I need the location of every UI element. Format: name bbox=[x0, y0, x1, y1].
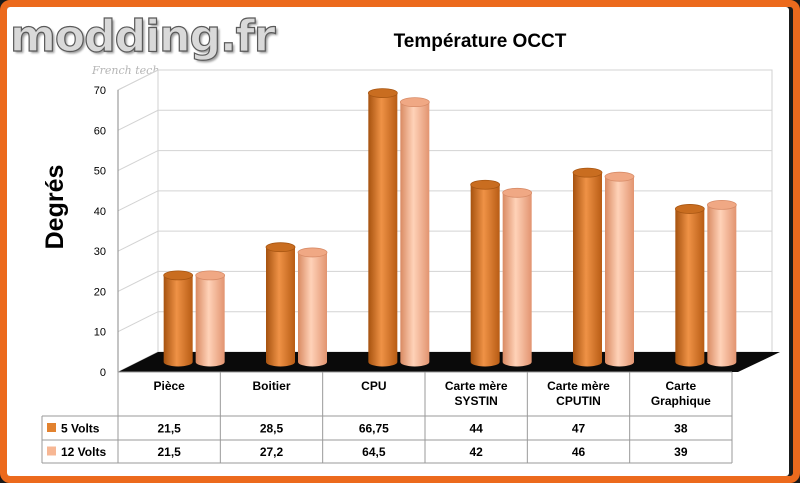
data-label: 27,2 bbox=[260, 445, 284, 459]
bar-body bbox=[573, 172, 602, 367]
y-tick-label: 0 bbox=[100, 367, 106, 379]
bar-body bbox=[675, 208, 705, 367]
y-tick-label: 20 bbox=[94, 286, 106, 298]
data-label: 44 bbox=[469, 422, 483, 436]
data-label: 66,75 bbox=[359, 422, 389, 436]
gridline bbox=[117, 270, 772, 292]
bar-body bbox=[195, 275, 225, 367]
bar-top bbox=[604, 171, 635, 182]
y-tick-label: 70 bbox=[94, 85, 106, 97]
bar bbox=[572, 167, 603, 367]
bar bbox=[502, 187, 533, 367]
x-category-label: Boitier bbox=[252, 379, 290, 393]
data-label: 21,5 bbox=[157, 445, 181, 459]
legend-label: 12 Volts bbox=[61, 445, 106, 459]
chart-title: Température OCCT bbox=[394, 31, 567, 52]
data-label: 39 bbox=[674, 445, 688, 459]
x-category-label: Carte mère SYSTIN bbox=[445, 379, 508, 408]
legend-swatch bbox=[47, 446, 56, 456]
bar-top bbox=[163, 270, 194, 281]
bar-top bbox=[297, 247, 328, 258]
legend-label: 5 Volts bbox=[61, 422, 100, 436]
bar-body bbox=[368, 93, 398, 367]
bar-top bbox=[265, 242, 296, 253]
x-category-label: Carte Graphique bbox=[651, 379, 711, 408]
bar-body bbox=[470, 184, 500, 367]
bar-body bbox=[266, 247, 295, 367]
y-tick-label: 50 bbox=[94, 166, 106, 178]
gridline bbox=[117, 109, 772, 131]
bar bbox=[163, 270, 194, 367]
bar bbox=[367, 88, 398, 367]
category-label-line: CPUTIN bbox=[556, 394, 601, 408]
y-axis-label: Degrés bbox=[41, 165, 69, 250]
gridline bbox=[117, 69, 772, 91]
legend-swatch bbox=[47, 423, 56, 432]
category-label-line: Graphique bbox=[651, 394, 711, 408]
y-tick-label: 60 bbox=[94, 125, 106, 137]
y-tick-label: 30 bbox=[94, 246, 106, 258]
gridline bbox=[117, 150, 772, 172]
gridline bbox=[117, 230, 772, 252]
category-label-line: Carte bbox=[665, 379, 696, 393]
bar-top bbox=[502, 187, 533, 198]
data-label: 47 bbox=[572, 422, 586, 436]
y-tick-label: 10 bbox=[94, 327, 106, 339]
bar-body bbox=[163, 275, 193, 367]
bar bbox=[399, 97, 430, 367]
category-label-line: CPU bbox=[361, 379, 386, 393]
bar-body bbox=[298, 252, 327, 367]
data-label: 42 bbox=[469, 445, 483, 459]
bar bbox=[674, 204, 705, 367]
site-logo: modding.fr bbox=[9, 11, 276, 62]
bar bbox=[604, 171, 635, 367]
category-label-line: Carte mère bbox=[445, 379, 508, 393]
gridline bbox=[117, 311, 772, 333]
bar-top bbox=[470, 179, 501, 190]
bar-body bbox=[502, 192, 532, 367]
data-label: 28,5 bbox=[260, 422, 284, 436]
bar-top bbox=[195, 270, 226, 281]
bar-body bbox=[707, 204, 737, 367]
bar bbox=[297, 247, 328, 367]
bar bbox=[706, 199, 737, 367]
category-label-line: Carte mère bbox=[547, 379, 610, 393]
bar-body bbox=[400, 102, 430, 367]
bar-top bbox=[706, 199, 737, 210]
bar-top bbox=[674, 204, 705, 214]
bar-top bbox=[367, 88, 398, 98]
x-category-label: Pièce bbox=[153, 379, 185, 393]
chart-side-wall bbox=[117, 69, 159, 373]
category-label-line: SYSTIN bbox=[454, 394, 497, 408]
bar bbox=[470, 179, 501, 367]
category-label-line: Pièce bbox=[153, 379, 185, 393]
data-label: 64,5 bbox=[362, 445, 386, 459]
category-label-line: Boitier bbox=[252, 379, 290, 393]
gridline bbox=[117, 190, 772, 212]
data-label: 21,5 bbox=[157, 422, 181, 436]
data-label: 38 bbox=[674, 422, 688, 436]
bar bbox=[265, 242, 296, 367]
y-tick-label: 40 bbox=[94, 206, 106, 218]
data-label: 46 bbox=[572, 445, 586, 459]
bar-body bbox=[605, 176, 634, 367]
x-category-label: Carte mère CPUTIN bbox=[547, 379, 610, 408]
x-category-label: CPU bbox=[361, 379, 386, 393]
bar bbox=[195, 270, 226, 367]
bar-top bbox=[572, 167, 603, 178]
bar-top bbox=[399, 97, 430, 108]
